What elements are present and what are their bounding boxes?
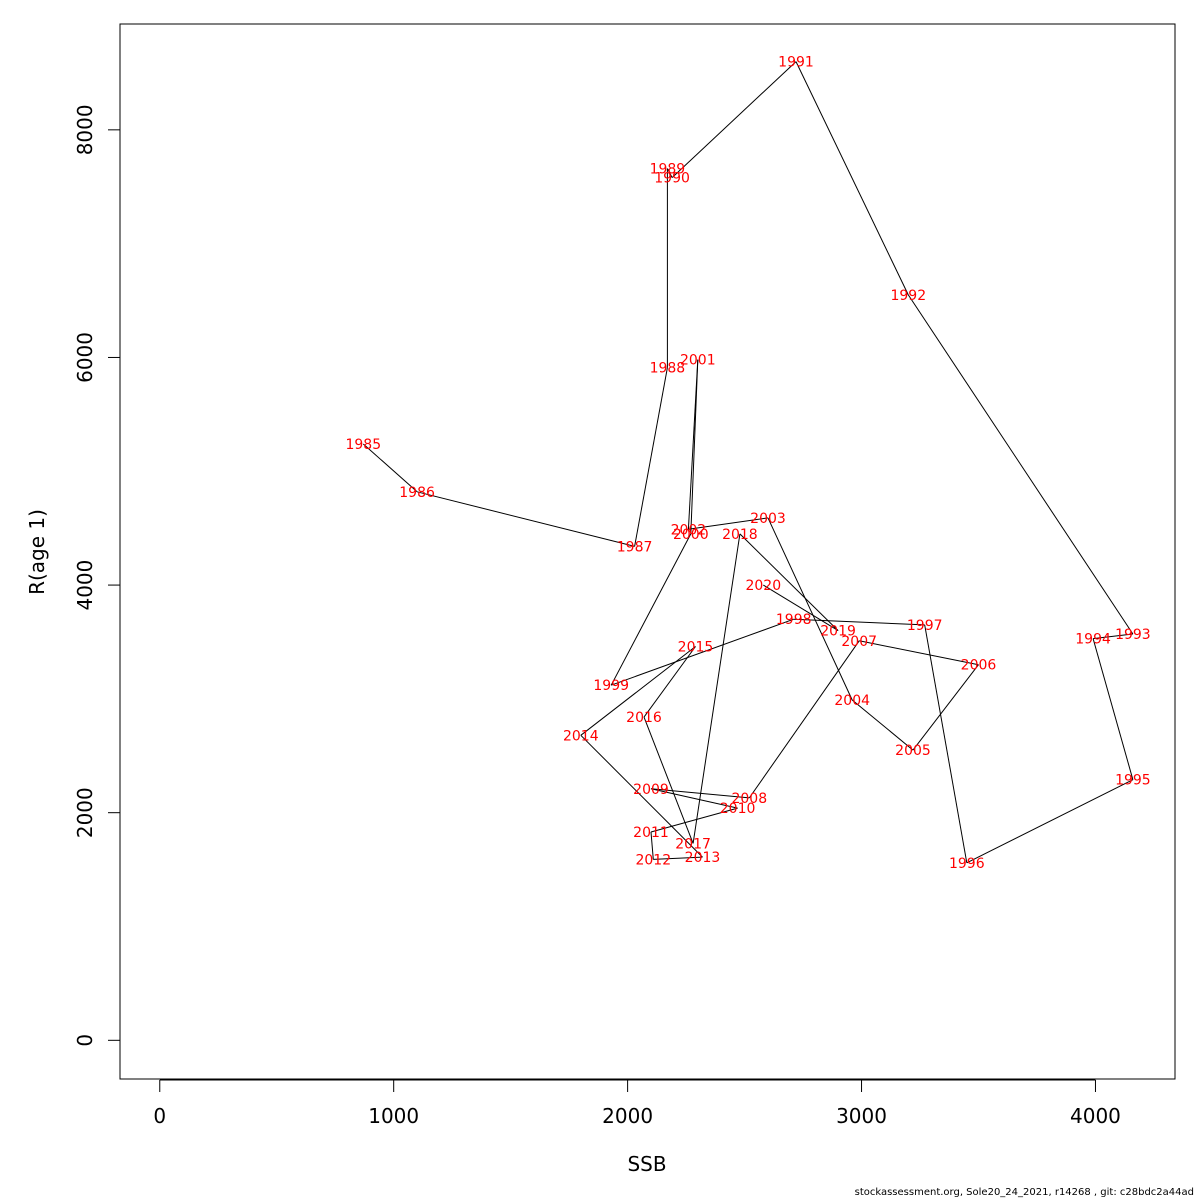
- point-label-1988: 1988: [650, 361, 686, 377]
- trajectory-segment-1992-1993: [907, 294, 1134, 635]
- point-label-2010: 2010: [720, 801, 756, 817]
- point-label-1994: 1994: [1075, 632, 1111, 648]
- footer-credit: stockassessment.org, Sole20_24_2021, r14…: [854, 1187, 1194, 1198]
- x-axis: 0 1000 2000 3000 4000: [153, 1079, 1121, 1128]
- point-label-2001: 2001: [680, 353, 716, 369]
- point-label-2014: 2014: [563, 728, 599, 744]
- x-tick-label-1000: 1000: [368, 1104, 419, 1128]
- trajectory-segment-2017-2018: [692, 533, 741, 844]
- point-label-2003: 2003: [750, 511, 786, 527]
- point-label-2006: 2006: [961, 658, 997, 674]
- trajectory-segment-2016-2017: [643, 716, 694, 844]
- point-label-1991: 1991: [778, 55, 814, 71]
- point-label-2017: 2017: [675, 836, 711, 852]
- point-label-2000: 2000: [673, 527, 709, 543]
- trajectory-segment-1990-1991: [671, 61, 797, 178]
- point-label-2004: 2004: [834, 693, 870, 709]
- trajectory-segment-1986-1987: [416, 491, 635, 547]
- y-tick-label-8000: 8000: [73, 104, 97, 155]
- trajectory-segment-2014-2015: [580, 646, 696, 736]
- point-label-2013: 2013: [685, 850, 721, 866]
- trajectory-lines: [362, 61, 1134, 864]
- point-label-1997: 1997: [907, 618, 943, 634]
- trajectory-segment-1994-1995: [1092, 638, 1134, 780]
- y-tick-label-6000: 6000: [73, 332, 97, 383]
- point-label-2008: 2008: [731, 791, 767, 807]
- point-label-2018: 2018: [722, 527, 758, 543]
- point-label-1989: 1989: [650, 162, 686, 178]
- point-label-1999: 1999: [593, 678, 629, 694]
- trajectory-segment-1985-1986: [362, 443, 418, 493]
- trajectory-segment-1991-1992: [795, 61, 909, 296]
- trajectory-segment-2004-2005: [851, 699, 914, 751]
- trajectory-segment-2009-2010: [650, 788, 738, 809]
- point-label-2007: 2007: [841, 634, 877, 650]
- trajectory-segment-2003-2004: [767, 517, 853, 701]
- y-tick-label-0: 0: [73, 1034, 97, 1047]
- trajectory-segment-1996-1997: [924, 624, 968, 863]
- point-label-1993: 1993: [1115, 627, 1151, 643]
- point-label-2002: 2002: [671, 522, 707, 538]
- trajectory-segment-1989-1990: [666, 168, 673, 178]
- x-tick-label-3000: 3000: [836, 1104, 887, 1128]
- point-label-2009: 2009: [633, 782, 669, 798]
- trajectory-segment-1987-1988: [634, 367, 668, 547]
- trajectory-segment-1998-1999: [611, 618, 794, 686]
- point-label-2012: 2012: [635, 852, 671, 868]
- point-label-2016: 2016: [626, 710, 662, 726]
- trajectory-segment-2012-2013: [653, 856, 703, 860]
- year-labels: 1985198619871988198919901991199219931994…: [345, 55, 1150, 872]
- trajectory-segment-2015-2016: [643, 646, 696, 718]
- trajectory-segment-2002-2003: [688, 517, 769, 530]
- trajectory-segment-2013-2014: [580, 734, 703, 858]
- x-axis-label: SSB: [627, 1152, 666, 1176]
- trajectory-segment-2007-2008: [748, 640, 860, 799]
- point-label-2011: 2011: [633, 825, 669, 841]
- trajectory-segment-2010-2011: [650, 807, 738, 833]
- point-label-1986: 1986: [399, 485, 435, 501]
- point-label-1992: 1992: [890, 288, 926, 304]
- trajectory-segment-2008-2009: [650, 788, 750, 799]
- point-label-2005: 2005: [895, 743, 931, 759]
- x-tick-label-2000: 2000: [602, 1104, 653, 1128]
- point-label-1990: 1990: [654, 171, 690, 187]
- trajectory-segment-2005-2006: [912, 664, 979, 751]
- point-label-1985: 1985: [345, 437, 381, 453]
- trajectory-segment-2006-2007: [859, 640, 979, 666]
- trajectory-segment-2018-2019: [739, 533, 839, 631]
- trajectory-segment-2001-2002: [687, 359, 699, 530]
- y-axis-label: R(age 1): [25, 509, 49, 595]
- trajectory-segment-1995-1996: [966, 779, 1134, 864]
- trajectory-segment-2019-2020: [763, 584, 839, 632]
- trajectory-segment-1993-1994: [1093, 633, 1133, 640]
- point-label-1996: 1996: [949, 856, 985, 872]
- point-label-2020: 2020: [745, 578, 781, 594]
- y-tick-label-4000: 4000: [73, 560, 97, 611]
- point-label-2019: 2019: [820, 624, 856, 640]
- point-label-2015: 2015: [678, 640, 714, 656]
- trajectory-segment-1999-2000: [610, 533, 692, 686]
- y-axis: 0 2000 4000 6000 8000: [73, 104, 121, 1047]
- x-tick-label-0: 0: [153, 1104, 166, 1128]
- point-label-1987: 1987: [617, 539, 653, 555]
- point-label-1995: 1995: [1115, 773, 1151, 789]
- trajectory-segment-1997-1998: [793, 618, 925, 626]
- trajectory-segment-2011-2012: [650, 831, 654, 860]
- point-label-1998: 1998: [776, 612, 812, 628]
- y-tick-label-2000: 2000: [73, 787, 97, 838]
- x-tick-label-4000: 4000: [1070, 1104, 1121, 1128]
